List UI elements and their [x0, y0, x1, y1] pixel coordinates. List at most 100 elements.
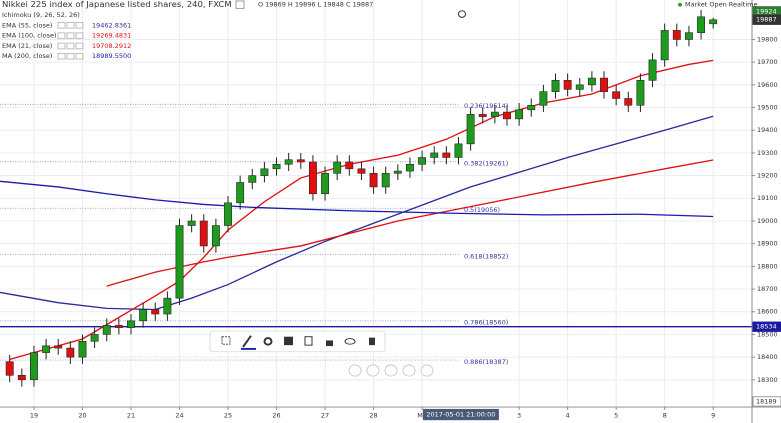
y-tick-label: 19300 [757, 150, 778, 157]
candle-body [697, 16, 705, 33]
candle-body [114, 325, 123, 328]
candle-body [17, 375, 26, 381]
candle-body [684, 32, 693, 40]
candle-body [236, 182, 245, 204]
status: Market Open Realtime [685, 2, 758, 9]
y-tick-label: 19200 [757, 173, 778, 180]
legend-name: EMA (21, close) [2, 43, 52, 50]
x-tick-label: 27 [321, 413, 329, 420]
fib-label: 0.382(19261) [464, 161, 508, 168]
tool-select[interactable] [221, 336, 231, 345]
candle-body [624, 98, 633, 106]
tool-pen[interactable] [242, 335, 252, 348]
candle-body [503, 111, 511, 120]
candle-body [515, 109, 524, 120]
candle-body [102, 325, 111, 335]
candle-body [90, 334, 99, 342]
crosshair-icon[interactable] [458, 10, 466, 18]
legend-value: 19462.8361 [92, 22, 131, 29]
x-tick-label: 25 [224, 413, 232, 420]
legend-button[interactable] [66, 52, 75, 60]
tool-settings[interactable] [263, 337, 273, 346]
fib-label: 0.786(18560) [464, 320, 508, 327]
candle-body [308, 161, 317, 195]
candle-body [139, 309, 148, 322]
nav-zoom-out[interactable] [348, 364, 362, 377]
legend: Nikkei 225 index of Japanese listed shar… [2, 0, 758, 60]
legend-button[interactable] [57, 32, 66, 39]
tool-delete[interactable] [369, 337, 375, 346]
legend-name: EMA (55, close) [2, 22, 52, 29]
legend-button[interactable] [75, 22, 84, 29]
x-tick-label: 26 [272, 413, 280, 420]
y-tick-label: 19000 [757, 218, 778, 225]
y-tick-label: 19400 [757, 127, 778, 134]
y-tick-label: 19100 [757, 195, 778, 202]
legend-button[interactable] [66, 22, 75, 29]
y-tick-label: 19600 [757, 82, 778, 89]
candle-body [381, 173, 390, 188]
legend-button[interactable] [66, 42, 75, 50]
legend-name: MA (200, close) [2, 53, 52, 60]
nav-reset[interactable] [384, 364, 398, 377]
candle-body [187, 220, 196, 226]
candle-body [211, 225, 220, 247]
candle-body [575, 84, 584, 90]
x-tick-label: Ma [417, 413, 427, 420]
candle-body [54, 345, 63, 349]
legend-button[interactable] [75, 42, 84, 50]
price-badge [752, 321, 781, 332]
indicator-line [0, 115, 714, 311]
time-badge-label: 2017-05-01 21:00:00 [426, 412, 495, 419]
legend-button[interactable] [66, 32, 75, 39]
price-badge-label: 18534 [756, 324, 777, 331]
y-tick-label: 18700 [757, 286, 778, 293]
legend-button[interactable] [57, 42, 66, 50]
candle-body [272, 163, 281, 170]
navigation [348, 364, 434, 377]
legend-button[interactable] [57, 22, 66, 29]
x-tick-label: 3 [517, 413, 521, 420]
nav-left[interactable] [402, 364, 416, 377]
candles [5, 9, 718, 387]
candle-body [175, 225, 184, 299]
candle-body [321, 173, 329, 195]
candle-body [660, 30, 669, 61]
candle-body [199, 220, 208, 247]
x-tick-label: 4 [566, 413, 570, 420]
nav-zoom-in[interactable] [366, 364, 380, 377]
price-badge [752, 396, 781, 407]
nav-right[interactable] [420, 364, 434, 377]
candle-body [345, 161, 354, 170]
tool-copy[interactable] [304, 336, 313, 346]
status-dot [678, 2, 682, 7]
y-tick-label: 19700 [757, 59, 778, 66]
price-badge [752, 14, 781, 25]
toolbar-box [209, 330, 386, 353]
ohlc: O 19869 H 19896 L 19848 C 19887 [258, 2, 373, 9]
legend-value: 19708.2912 [92, 43, 131, 50]
legend-value: 19269.4831 [92, 33, 131, 40]
candle-body [709, 19, 718, 25]
chart-title: Nikkei 225 index of Japanese listed shar… [2, 0, 232, 9]
legend-icon[interactable] [235, 0, 245, 9]
legend-button[interactable] [57, 52, 66, 60]
y-tick-label: 18500 [757, 332, 778, 339]
candle-body [600, 77, 608, 92]
legend-button[interactable] [75, 32, 84, 39]
candle-body [248, 175, 257, 183]
candle-body [260, 168, 269, 176]
tool-lock[interactable] [326, 340, 333, 347]
study-label: Ichimoku (9, 26, 52, 26) [2, 12, 80, 19]
y-tick-label: 19800 [757, 37, 778, 44]
y-tick-label: 18900 [757, 241, 778, 248]
x-tick-label: 21 [127, 413, 135, 420]
y-tick-label: 19500 [757, 105, 778, 112]
legend-button[interactable] [75, 52, 84, 60]
candle-body [527, 104, 536, 111]
x-tick-label: 8 [663, 413, 667, 420]
tool-layers[interactable] [284, 336, 293, 346]
tool-visibility[interactable] [344, 338, 356, 345]
candle-body [30, 352, 38, 381]
